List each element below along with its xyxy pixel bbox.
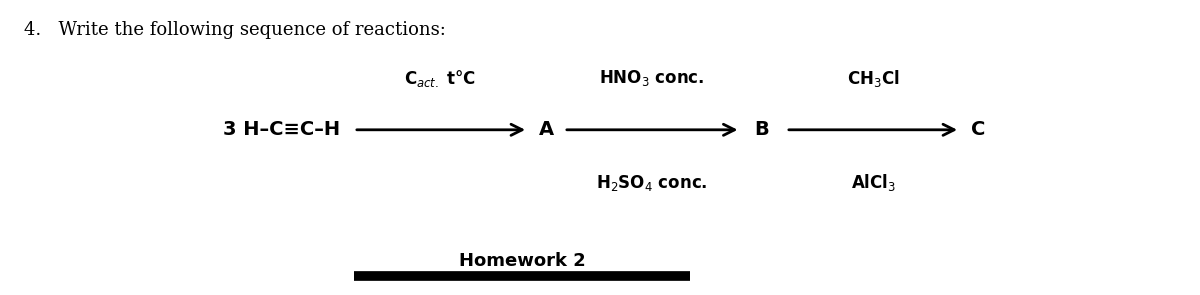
Text: H$_2$SO$_4$ conc.: H$_2$SO$_4$ conc. <box>596 173 707 193</box>
Text: 3 H–C≡C–H: 3 H–C≡C–H <box>223 120 341 139</box>
Text: HNO$_3$ conc.: HNO$_3$ conc. <box>599 68 704 88</box>
Text: 4.   Write the following sequence of reactions:: 4. Write the following sequence of react… <box>24 21 446 39</box>
Text: A: A <box>539 120 553 139</box>
Text: CH$_3$Cl: CH$_3$Cl <box>847 68 900 89</box>
Text: C$_{act.}$ t°C: C$_{act.}$ t°C <box>404 68 476 89</box>
Text: B: B <box>755 120 769 139</box>
Text: Homework 2: Homework 2 <box>458 252 586 270</box>
Text: AlCl$_3$: AlCl$_3$ <box>851 172 896 194</box>
Text: C: C <box>971 120 985 139</box>
